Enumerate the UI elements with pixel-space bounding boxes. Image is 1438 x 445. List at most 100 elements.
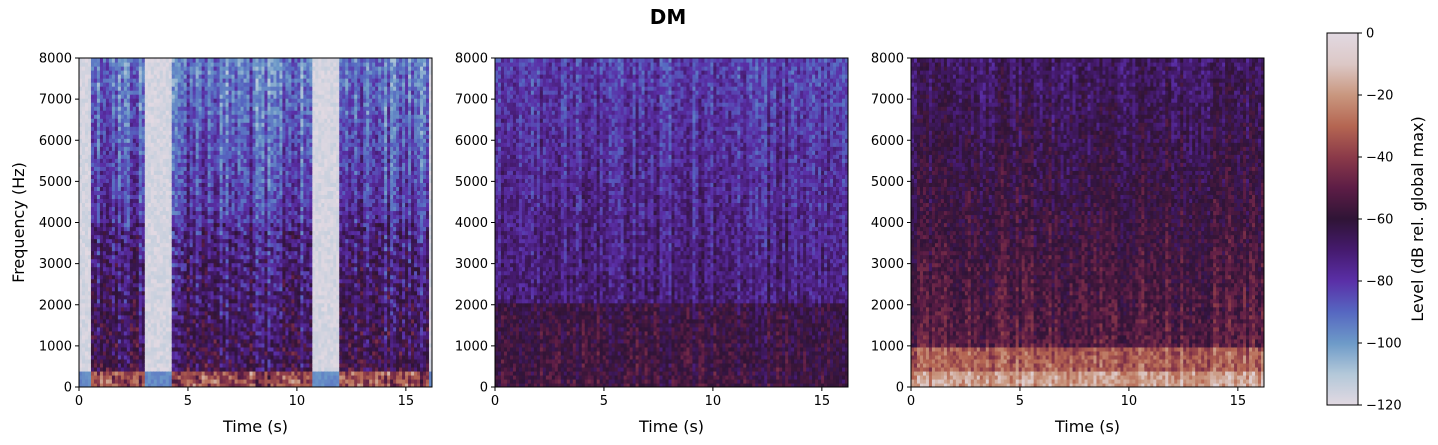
spectrogram-cell xyxy=(87,130,92,135)
spectrogram-cell xyxy=(195,186,200,191)
spectrogram-cell xyxy=(177,378,182,384)
spectrogram-cell xyxy=(141,242,146,248)
spectrogram-cell xyxy=(204,142,209,147)
spectrogram-cell xyxy=(177,374,182,380)
spectrogram-cell xyxy=(207,290,212,296)
spectrogram-cell xyxy=(138,170,143,175)
spectrogram-cell xyxy=(207,306,212,312)
spectrogram-cell xyxy=(207,110,212,115)
spectrogram-cell xyxy=(198,58,203,63)
spectrogram-cell xyxy=(159,230,164,236)
spectrogram-cell xyxy=(114,194,119,200)
spectrogram-cell xyxy=(201,306,206,312)
spectrogram-cell xyxy=(156,74,161,79)
spectrogram-cell xyxy=(135,58,140,63)
spectrogram-cell xyxy=(207,94,212,99)
spectrogram-cell xyxy=(84,106,89,111)
spectrogram-cell xyxy=(90,66,95,71)
spectrogram-cell xyxy=(111,230,116,236)
spectrogram-cell xyxy=(79,294,83,300)
spectrogram-cell xyxy=(168,118,173,123)
spectrogram-cell xyxy=(204,254,209,260)
spectrogram-cell xyxy=(132,130,137,135)
spectrogram-cell xyxy=(186,110,191,115)
spectrogram-cell xyxy=(129,266,134,272)
spectrogram-cell xyxy=(180,354,185,360)
spectrogram-cell xyxy=(111,338,116,344)
spectrogram-cell xyxy=(156,322,161,328)
spectrogram-cell xyxy=(153,270,158,276)
spectrogram-cell xyxy=(84,178,89,183)
spectrogram-cell xyxy=(168,90,173,95)
spectrogram-cell xyxy=(162,86,167,91)
spectrogram-cell xyxy=(180,194,185,200)
spectrogram-cell xyxy=(171,278,176,284)
spectrogram-cell xyxy=(168,258,173,264)
spectrogram-cell xyxy=(114,370,119,376)
spectrogram-cell xyxy=(159,58,164,63)
spectrogram-cell xyxy=(84,190,89,196)
spectrogram-cell xyxy=(117,310,122,316)
spectrogram-cell xyxy=(87,190,92,196)
spectrogram-cell xyxy=(159,98,164,103)
spectrogram-cell xyxy=(192,146,197,151)
spectrogram-cell xyxy=(111,62,116,67)
spectrogram-cell xyxy=(105,246,110,252)
spectrogram-cell xyxy=(129,330,134,336)
spectrogram-cell xyxy=(147,218,152,224)
spectrogram-cell xyxy=(147,74,152,79)
spectrogram-cell xyxy=(165,250,170,256)
spectrogram-cell xyxy=(105,154,110,159)
spectrogram-cell xyxy=(126,310,131,316)
spectrogram-cell xyxy=(126,334,131,340)
spectrogram-cell xyxy=(87,102,92,107)
spectrogram-cell xyxy=(132,82,137,87)
spectrogram-cell xyxy=(198,102,203,107)
spectrogram-cell xyxy=(117,282,122,288)
spectrogram-cell xyxy=(186,370,191,376)
spectrogram-cell xyxy=(168,58,173,63)
spectrogram-cell xyxy=(135,310,140,316)
spectrogram-cell xyxy=(120,206,125,212)
spectrogram-cell xyxy=(201,154,206,159)
spectrogram-cell xyxy=(171,314,176,320)
spectrogram-cell xyxy=(183,158,188,163)
spectrogram-cell xyxy=(207,334,212,340)
spectrogram-cell xyxy=(141,134,146,139)
spectrogram-cell xyxy=(189,94,194,99)
spectrogram-cell xyxy=(102,214,107,220)
spectrogram-cell xyxy=(87,262,92,268)
spectrogram-cell xyxy=(132,86,137,91)
spectrogram-cell xyxy=(198,90,203,95)
spectrogram-cell xyxy=(123,302,128,308)
spectrogram-cell xyxy=(183,182,188,187)
spectrogram-cell xyxy=(165,86,170,91)
spectrogram-cell xyxy=(183,202,188,208)
spectrogram-cell xyxy=(99,350,104,356)
spectrogram-cell xyxy=(165,190,170,196)
spectrogram-cell xyxy=(99,166,104,171)
spectrogram-cell xyxy=(201,230,206,236)
spectrogram-cell xyxy=(87,154,92,159)
spectrogram-cell xyxy=(105,218,110,224)
spectrogram-cell xyxy=(120,258,125,264)
spectrogram-cell xyxy=(79,98,83,103)
spectrogram-cell xyxy=(141,298,146,304)
spectrogram-cell xyxy=(162,138,167,143)
spectrogram-cell xyxy=(192,266,197,272)
spectrogram-cell xyxy=(93,202,98,208)
spectrogram-cell xyxy=(195,358,200,364)
spectrogram-cell xyxy=(180,110,185,115)
spectrogram-cell xyxy=(147,370,152,376)
spectrogram-cell xyxy=(171,334,176,340)
spectrogram-cell xyxy=(90,234,95,240)
spectrogram-cell xyxy=(114,230,119,236)
spectrogram-cell xyxy=(147,122,152,127)
spectrogram-cell xyxy=(90,298,95,304)
spectrogram-cell xyxy=(153,86,158,91)
spectrogram-cell xyxy=(198,322,203,328)
spectrogram-cell xyxy=(177,350,182,356)
spectrogram-cell xyxy=(105,346,110,352)
spectrogram-cell xyxy=(141,246,146,252)
spectrogram-cell xyxy=(207,178,212,183)
